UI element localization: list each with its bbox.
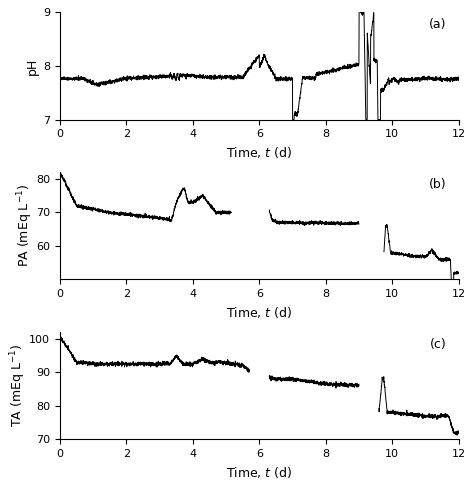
- Y-axis label: PA (mEq L$^{-1}$): PA (mEq L$^{-1}$): [15, 184, 35, 267]
- Text: (b): (b): [429, 178, 447, 191]
- Text: (a): (a): [429, 18, 447, 31]
- Text: (c): (c): [430, 338, 447, 350]
- Y-axis label: pH: pH: [26, 57, 39, 75]
- X-axis label: Time, $t$ (d): Time, $t$ (d): [226, 305, 292, 320]
- X-axis label: Time, $t$ (d): Time, $t$ (d): [226, 145, 292, 160]
- Y-axis label: TA (mEq L$^{-1}$): TA (mEq L$^{-1}$): [9, 344, 28, 427]
- X-axis label: Time, $t$ (d): Time, $t$ (d): [226, 465, 292, 480]
